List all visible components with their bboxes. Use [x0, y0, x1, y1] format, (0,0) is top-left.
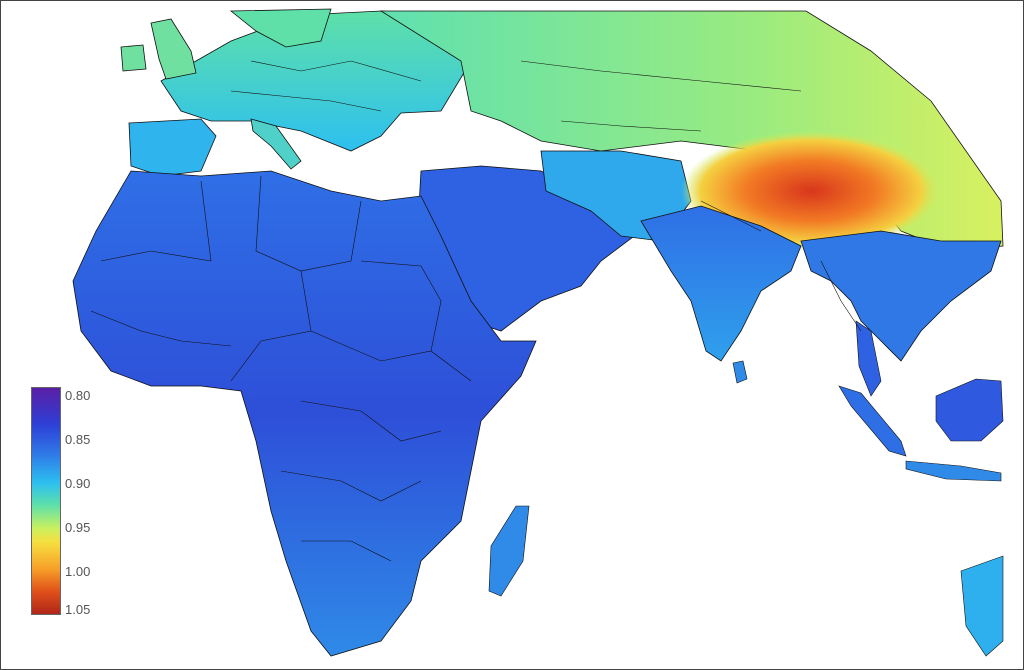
region-malay-peninsula	[855, 320, 882, 397]
region-india	[640, 205, 802, 362]
region-iberia	[128, 118, 217, 177]
region-sumatra	[838, 385, 907, 457]
region-britain	[150, 18, 197, 80]
colorbar-tick: 1.00	[65, 564, 91, 579]
colorbar-tick: 0.85	[65, 432, 91, 447]
region-africa	[72, 170, 537, 657]
region-madagascar	[488, 505, 530, 597]
region-italy	[250, 118, 302, 170]
colorbar-tick: 0.95	[65, 520, 91, 535]
colorbar-legend: 0.80 0.85 0.90 0.95 1.00 1.05	[31, 387, 131, 617]
region-java	[905, 460, 1002, 482]
colorbar-tick: 0.90	[65, 476, 91, 491]
colorbar-gradient	[31, 387, 61, 615]
country-borders	[90, 60, 862, 562]
region-ireland	[120, 44, 147, 72]
colorbar-tick: 0.80	[65, 388, 91, 403]
region-sri-lanka	[732, 360, 748, 384]
region-scandinavia	[229, 8, 332, 48]
region-borneo	[935, 378, 1004, 442]
region-australia	[960, 555, 1004, 657]
colorbar-tick: 1.05	[65, 602, 91, 617]
region-southeast-asia	[800, 230, 1002, 362]
